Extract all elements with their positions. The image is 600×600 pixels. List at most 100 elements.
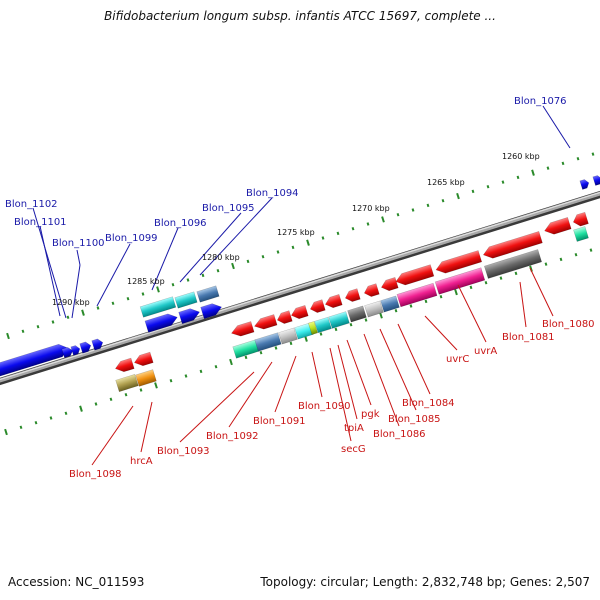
gene-blon-1090[interactable]: [290, 305, 309, 320]
scale-dot: [576, 156, 580, 161]
gene-blon-1096[interactable]: [144, 312, 179, 333]
gene-uvra-domain[interactable]: [434, 267, 486, 295]
gene-label-secg[interactable]: secG: [341, 444, 366, 455]
gene-label-blon-1086[interactable]: Blon_1086: [373, 429, 426, 440]
gene-label-tpia[interactable]: tpiA: [344, 423, 364, 434]
gene-label-pgk[interactable]: pgk: [361, 409, 380, 420]
scale-dot: [351, 226, 355, 231]
gene-blon-1077[interactable]: [592, 175, 600, 186]
scale-dot: [274, 346, 278, 350]
gene-blon-1095[interactable]: [178, 306, 202, 325]
scale-dot: [349, 322, 353, 327]
gene-hrca-domain[interactable]: [135, 369, 157, 387]
scale-label-1290: 1290 kbp: [52, 298, 90, 307]
gene-blon-1084-domain[interactable]: [380, 295, 400, 313]
gene-label-blon-1096[interactable]: Blon_1096: [154, 218, 207, 229]
scale-dot: [366, 222, 370, 226]
scale-dot: [321, 236, 325, 240]
gene-label-uvrc[interactable]: uvrC: [446, 354, 469, 365]
gene-label-blon-1091[interactable]: Blon_1091: [253, 416, 306, 427]
scale-dot: [306, 239, 310, 246]
gene-label-blon-1098[interactable]: Blon_1098: [69, 469, 122, 480]
gene-label-hrca[interactable]: hrcA: [130, 456, 153, 467]
gene-label-uvra[interactable]: uvrA: [474, 346, 497, 357]
gene-blon-1094[interactable]: [200, 301, 224, 320]
gene-label-blon-1092[interactable]: Blon_1092: [206, 431, 259, 442]
scale-dot: [454, 288, 458, 296]
gene-blon-1086[interactable]: [363, 283, 380, 299]
gene-label-blon-1099[interactable]: Blon_1099: [105, 233, 158, 244]
gene-blon-1084[interactable]: [394, 264, 435, 288]
scale-dot: [229, 358, 233, 366]
leader-line: [424, 315, 458, 351]
gene-hrca[interactable]: [133, 351, 154, 368]
gene-label-blon-1100[interactable]: Blon_1100: [52, 238, 105, 249]
gene-blon-1086-domain[interactable]: [347, 305, 367, 323]
gene-label-blon-1080[interactable]: Blon_1080: [542, 319, 595, 330]
gene-pgk-domain[interactable]: [328, 311, 350, 329]
scale-dot: [559, 257, 563, 262]
gene-label-blon-1084[interactable]: Blon_1084: [402, 398, 455, 409]
gene-blon-1085-domain[interactable]: [364, 300, 384, 318]
gene-label-blon-1090[interactable]: Blon_1090: [298, 401, 351, 412]
gene-blon-1093[interactable]: [230, 321, 255, 338]
scale-dot: [499, 276, 503, 280]
gene-blon-1098-domain[interactable]: [115, 373, 139, 393]
scale-dot: [109, 397, 113, 402]
gene-secg[interactable]: [309, 299, 326, 315]
gene-uvrc-domain[interactable]: [396, 282, 438, 308]
gene-blon-1091[interactable]: [276, 310, 293, 326]
scale-dot: [319, 332, 323, 336]
gene-label-blon-1076[interactable]: Blon_1076: [514, 96, 567, 107]
gene-label-blon-1095[interactable]: Blon_1095: [202, 203, 255, 214]
scale-dot: [334, 327, 338, 332]
gene-blon-1096-domain[interactable]: [139, 296, 177, 318]
gene-label-blon-1094[interactable]: Blon_1094: [246, 188, 299, 199]
scale-dot: [141, 292, 145, 296]
gene-blon-1080[interactable]: [572, 211, 589, 228]
gene-label-blon-1102[interactable]: Blon_1102: [5, 199, 58, 210]
gene-label-blon-1101[interactable]: Blon_1101: [14, 217, 67, 228]
gene-blon-1093-domain[interactable]: [232, 339, 260, 359]
gene-tpia[interactable]: [324, 294, 343, 309]
gene-blon-1085[interactable]: [380, 277, 399, 292]
accession-text: Accession: NC_011593: [8, 575, 145, 589]
gene-blon-1081[interactable]: [543, 217, 572, 236]
gene-blon-1092-domain[interactable]: [254, 332, 282, 352]
scale-dot: [396, 212, 400, 217]
gene-uvra[interactable]: [482, 231, 543, 260]
gene-label-blon-1081[interactable]: Blon_1081: [502, 332, 555, 343]
gene-blon-1094-domain[interactable]: [196, 285, 220, 303]
gene-secg-domain[interactable]: [308, 321, 318, 335]
gene-features[interactable]: [0, 175, 600, 393]
gene-blon-1095-domain[interactable]: [174, 291, 198, 309]
gene-blon-1100a[interactable]: [70, 345, 81, 356]
gene-blon-1098[interactable]: [114, 357, 135, 374]
scale-dot: [486, 184, 490, 189]
gene-blon-1101[interactable]: [61, 346, 74, 359]
gene-blon-1080-domain[interactable]: [573, 226, 589, 242]
gene-blon-1099[interactable]: [91, 338, 105, 351]
gene-tpia-domain[interactable]: [314, 316, 332, 334]
scale-dot: [516, 175, 520, 180]
gene-blon-1076[interactable]: [579, 179, 590, 190]
gene-blon-1100[interactable]: [79, 341, 93, 354]
gene-pgk[interactable]: [344, 288, 361, 304]
gene-label-blon-1093[interactable]: Blon_1093: [157, 446, 210, 457]
leader-line: [96, 243, 131, 307]
gene-blon-1090-domain[interactable]: [294, 322, 314, 340]
scale-dot: [591, 152, 595, 156]
gene-blon-1081-domain[interactable]: [484, 249, 542, 279]
scale-dot: [304, 335, 308, 342]
gene-blon-1092[interactable]: [253, 314, 278, 331]
scale-label-1280: 1280 kbp: [202, 253, 240, 262]
scale-dot: [49, 416, 53, 420]
leader-line: [529, 267, 554, 317]
leader-line: [179, 371, 255, 443]
gene-blon-1091-domain[interactable]: [278, 327, 298, 345]
gene-label-blon-1085[interactable]: Blon_1085: [388, 414, 441, 425]
leader-line: [151, 227, 179, 291]
scale-dot: [199, 369, 203, 374]
gene-uvrc[interactable]: [434, 250, 483, 275]
